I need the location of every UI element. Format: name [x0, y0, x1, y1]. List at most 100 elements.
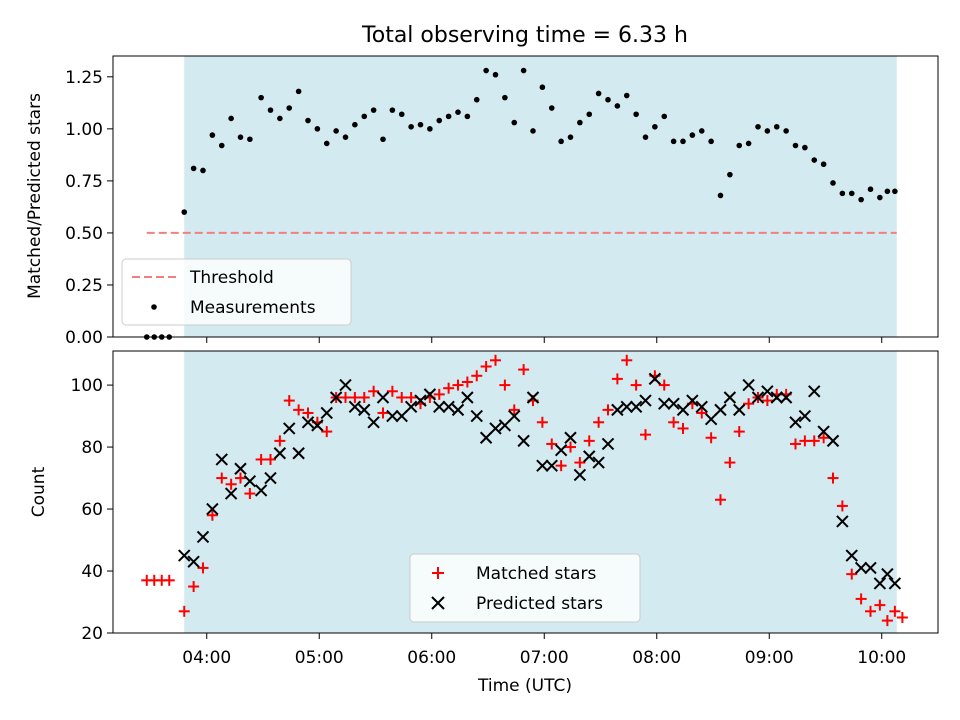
bottom-x-ticks: 04:00 05:00 06:00 07:00 08:00 09:00 10:00 [182, 633, 906, 668]
matched-star-point [197, 562, 209, 574]
matched-star-point [827, 472, 839, 484]
measurement-point [218, 142, 225, 149]
measurement-point [614, 103, 621, 109]
predicted-star-point [339, 378, 352, 392]
matched-star-point [265, 453, 276, 465]
bottom-legend-box [409, 553, 641, 623]
measurement-point [773, 123, 780, 130]
top-y-axis-label: Matched/Predicted stars [25, 93, 45, 299]
predicted-star-point [845, 549, 858, 562]
predicted-star-point [751, 391, 765, 404]
predicted-star-point [273, 447, 287, 460]
y-tick-label: 1.00 [65, 120, 103, 140]
predicted-star-point [433, 400, 446, 413]
matched-star-point [896, 612, 908, 624]
measurement-point [727, 171, 733, 178]
predicted-star-point [215, 453, 228, 466]
measurement-point [323, 140, 330, 147]
predicted-star-point [554, 443, 568, 457]
predicted-star-point [404, 400, 418, 413]
predicted-star-point [695, 400, 708, 413]
predicted-star-point [864, 561, 877, 575]
predicted-star-point [386, 409, 399, 423]
y-tick-label: 60 [81, 500, 103, 520]
measurement-point [839, 190, 846, 197]
predicted-star-point [224, 487, 238, 500]
predicted-star-point [676, 403, 690, 417]
matched-star-point [836, 500, 848, 512]
measurement-point [314, 126, 321, 132]
measurement-point [783, 128, 789, 134]
predicted-star-point [264, 471, 277, 485]
x-tick-label: 07:00 [520, 648, 569, 668]
top-panel: 0.00 0.25 0.50 0.75 1.00 1.25 Matched/Predict… [25, 55, 939, 348]
measurement-point [267, 107, 274, 113]
predicted-star-point [733, 403, 746, 417]
predicted-star-point [836, 515, 849, 528]
measurement-point [755, 123, 761, 130]
matched-star-point [480, 360, 492, 372]
matched-star-point [255, 453, 267, 465]
matched-star-point [733, 426, 745, 438]
measurement-point [830, 180, 836, 186]
predicted-star-point [376, 391, 390, 404]
measurement-point [680, 138, 686, 145]
predicted-star-point [367, 416, 380, 429]
predicted-star-point [648, 372, 662, 386]
matched-star-point [349, 391, 361, 403]
predicted-star-point [770, 391, 783, 404]
chart-title: Total observing time = 6.33 h [361, 23, 688, 48]
matched-star-point [508, 404, 520, 416]
predicted-star-point [888, 577, 902, 590]
measurement-point [389, 107, 396, 113]
matched-star-point [377, 407, 389, 419]
measurement-point [277, 115, 283, 122]
matched-star-point [518, 364, 530, 376]
predicted-star-point [873, 577, 887, 590]
measurement-point [483, 67, 489, 74]
measurement-point [689, 132, 696, 138]
predicted-star-point [817, 425, 830, 438]
measurement-point [848, 190, 855, 197]
predicted-star-point [620, 400, 633, 413]
top-y-ticks: 0.00 0.25 0.50 0.75 1.00 1.25 [65, 68, 113, 348]
x-tick-label: 10:00 [857, 648, 906, 668]
matched-star-point [818, 432, 830, 444]
measurement-point [820, 161, 827, 168]
predicted-star-point [742, 378, 755, 392]
top-legend-box [121, 258, 352, 326]
measurement-point [370, 107, 377, 113]
measurement-point [305, 117, 311, 124]
predicted-star-point [808, 385, 821, 398]
measurement-point [595, 90, 602, 97]
predicted-star-point [723, 391, 737, 404]
matched-star-point [471, 370, 483, 382]
top-axes-frame [112, 55, 939, 338]
measurement-point [605, 96, 611, 103]
matched-star-point [490, 354, 501, 366]
predicted-star-point [508, 409, 521, 423]
matched-star-point [206, 509, 218, 521]
predicted-star-point [592, 456, 605, 469]
predicted-star-point [395, 409, 408, 423]
predicted-star-point [234, 462, 247, 475]
predicted-star-point [498, 419, 512, 432]
predicted-star-point [196, 530, 210, 544]
x-tick-label: 08:00 [632, 648, 681, 668]
matched-star-point [640, 429, 651, 441]
predicted-star-point [301, 416, 315, 429]
measurement-point [295, 88, 302, 95]
predicted-star-point [489, 422, 502, 435]
predicted-star-point [526, 391, 540, 404]
matched-star-point [536, 416, 548, 428]
y-tick-label: 0.50 [65, 224, 103, 244]
predicted-star-point [187, 555, 200, 568]
measurement-point [286, 105, 293, 111]
matched-star-points [141, 354, 908, 627]
measurement-point [417, 121, 424, 128]
measurement-point [455, 109, 461, 115]
predicted-star-point [320, 406, 333, 420]
measurement-point [361, 113, 368, 120]
x-tick-label: 05:00 [295, 648, 344, 668]
x-tick-label: 09:00 [745, 648, 794, 668]
